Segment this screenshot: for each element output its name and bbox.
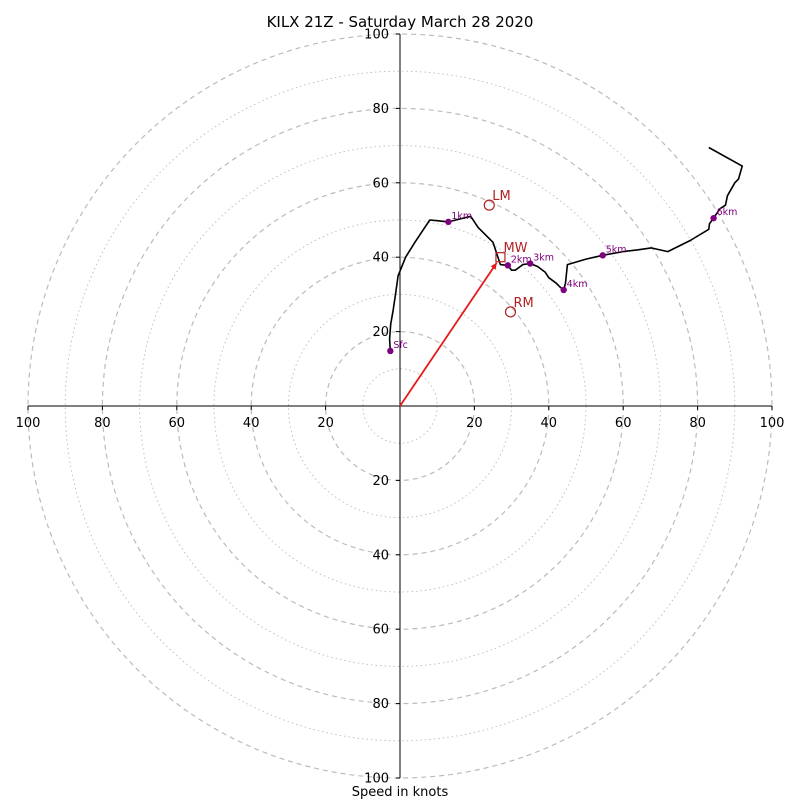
x-tick-label: 100 <box>16 416 41 431</box>
storm-vector-arrowhead <box>490 262 497 270</box>
x-tick-label: 40 <box>243 416 260 431</box>
y-tick-label: 80 <box>372 697 389 712</box>
y-tick-label: 40 <box>372 251 389 266</box>
height-marker-label: 3km <box>533 253 554 264</box>
x-tick-label: 60 <box>169 416 186 431</box>
storm-motion-label: MW <box>503 241 527 256</box>
hodograph-line <box>388 146 744 351</box>
right-mover-marker <box>504 306 517 318</box>
x-tick-label: 60 <box>615 416 632 431</box>
height-marker-dot <box>710 214 717 222</box>
storm-vector <box>399 262 498 407</box>
x-tick-label: 20 <box>466 416 483 431</box>
y-tick-label: 20 <box>372 325 389 340</box>
chart-title: KILX 21Z - Saturday March 28 2020 <box>267 13 534 31</box>
height-marker-dot <box>445 218 452 226</box>
x-tick-label: 20 <box>317 416 334 431</box>
height-marker-dot <box>504 262 512 269</box>
height-marker-label: 2km <box>511 254 532 265</box>
x-tick-label: 40 <box>541 416 558 431</box>
height-marker-dot <box>527 260 534 267</box>
height-markers: Sfc 1km 2km 3km 4km 5km 6km <box>387 207 738 355</box>
y-tick-label: 40 <box>372 548 389 563</box>
mean-wind-marker <box>495 252 506 263</box>
y-tick-label: 80 <box>372 102 389 117</box>
left-mover-marker <box>483 199 495 211</box>
storm-vector-line <box>399 262 498 407</box>
height-marker-dot <box>560 286 567 294</box>
storm-motion-markers: LM MW RM <box>483 189 534 318</box>
y-tick-label: 60 <box>372 176 389 191</box>
height-marker-label: 5km <box>606 244 627 255</box>
height-marker-dot <box>387 347 394 355</box>
y-tick-label: 100 <box>364 28 389 43</box>
height-marker-label: Sfc <box>393 340 408 351</box>
y-tick-label: 60 <box>372 623 389 638</box>
x-tick-label: 80 <box>94 416 111 431</box>
x-axis-label: Speed in knots <box>352 785 449 800</box>
storm-motion-label: RM <box>513 296 533 311</box>
height-marker-label: 1km <box>451 211 472 222</box>
y-tick-label: 100 <box>364 772 389 787</box>
storm-motion-label: LM <box>492 189 510 204</box>
x-tick-label: 100 <box>760 416 785 431</box>
y-tick-label: 20 <box>372 474 389 489</box>
x-tick-label: 80 <box>689 416 706 431</box>
tick-labels: 100 80 60 40 20 20 40 60 80 100 100 80 60 40 20 20 40 60 8… <box>16 28 785 787</box>
height-marker-dot <box>599 252 606 259</box>
hodograph-trace <box>388 146 744 351</box>
height-marker-label: 4km <box>567 279 588 290</box>
height-marker-label: 6km <box>717 207 738 218</box>
